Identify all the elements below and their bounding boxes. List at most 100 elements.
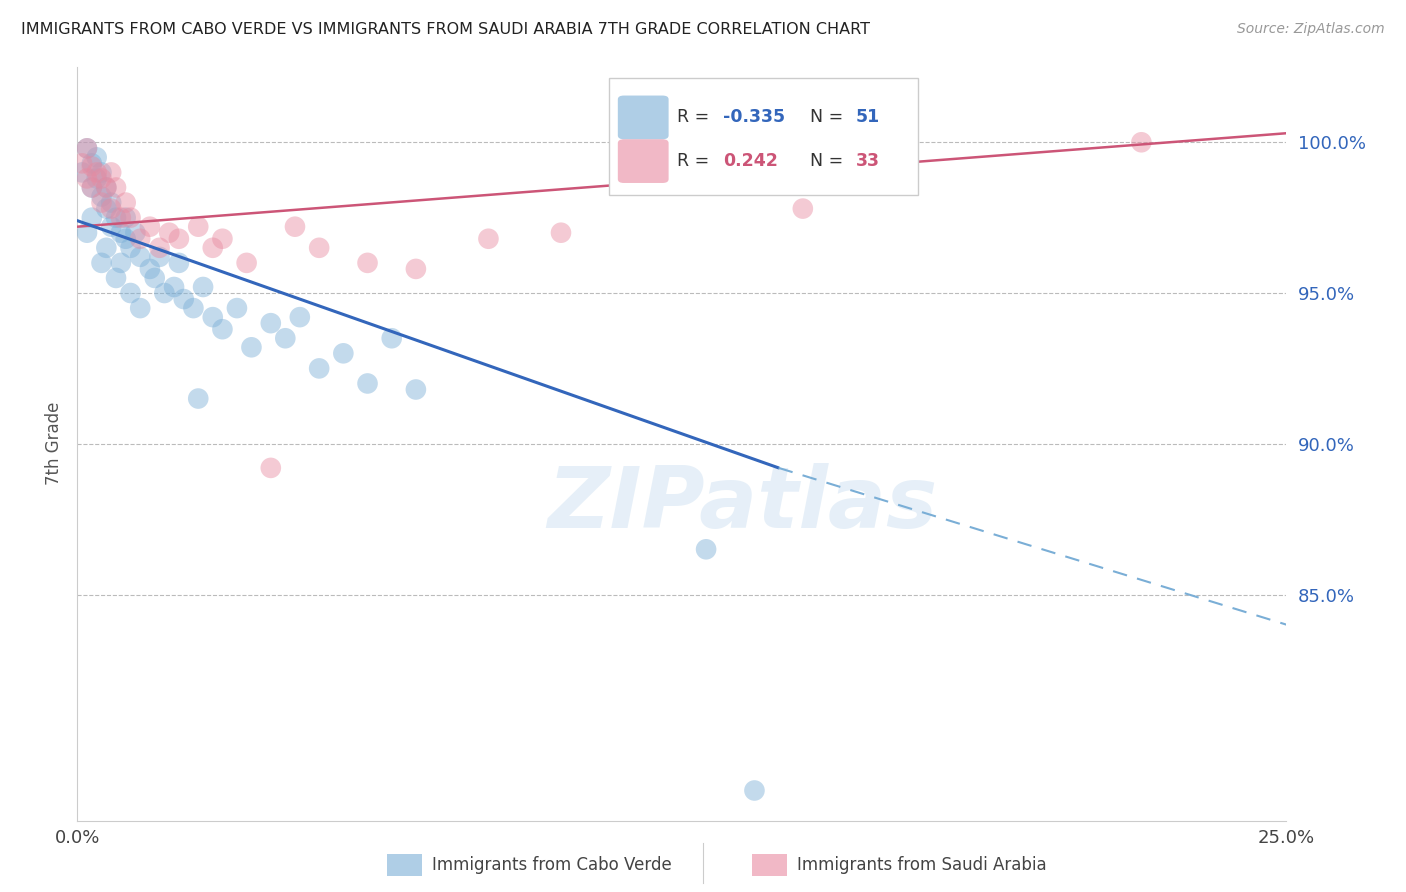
Point bbox=[288, 310, 311, 325]
Text: Immigrants from Saudi Arabia: Immigrants from Saudi Arabia bbox=[797, 856, 1047, 874]
Point bbox=[86, 150, 108, 164]
Point bbox=[90, 256, 112, 270]
Point bbox=[356, 256, 378, 270]
Point bbox=[120, 285, 142, 300]
Point bbox=[148, 250, 170, 264]
Point bbox=[124, 226, 146, 240]
Point bbox=[129, 250, 152, 264]
Point bbox=[114, 211, 136, 225]
Point bbox=[226, 301, 249, 315]
Point bbox=[110, 226, 132, 240]
Point bbox=[90, 165, 112, 179]
Point bbox=[120, 211, 142, 225]
Point bbox=[90, 195, 112, 210]
Point bbox=[550, 226, 572, 240]
Point bbox=[70, 156, 93, 170]
Point bbox=[163, 280, 186, 294]
Point bbox=[129, 232, 152, 246]
FancyBboxPatch shape bbox=[617, 139, 669, 183]
Text: 51: 51 bbox=[856, 109, 880, 127]
Text: N =: N = bbox=[810, 153, 849, 170]
Text: Immigrants from Cabo Verde: Immigrants from Cabo Verde bbox=[432, 856, 672, 874]
Point bbox=[96, 180, 118, 194]
Point bbox=[381, 331, 404, 345]
Text: R =: R = bbox=[678, 153, 714, 170]
Point bbox=[211, 322, 233, 336]
Text: IMMIGRANTS FROM CABO VERDE VS IMMIGRANTS FROM SAUDI ARABIA 7TH GRADE CORRELATION: IMMIGRANTS FROM CABO VERDE VS IMMIGRANTS… bbox=[21, 22, 870, 37]
Point bbox=[86, 165, 108, 179]
Point bbox=[76, 141, 98, 155]
Point bbox=[332, 346, 354, 360]
Point bbox=[90, 189, 112, 203]
Point bbox=[105, 180, 128, 194]
Point bbox=[90, 171, 112, 186]
Point bbox=[80, 180, 103, 194]
Text: 0.242: 0.242 bbox=[723, 153, 778, 170]
Text: 33: 33 bbox=[856, 153, 880, 170]
Point bbox=[183, 301, 205, 315]
Point bbox=[110, 211, 132, 225]
Point bbox=[191, 280, 214, 294]
Point bbox=[187, 392, 209, 406]
Point bbox=[308, 241, 330, 255]
Point bbox=[76, 171, 98, 186]
Point bbox=[167, 256, 190, 270]
Point bbox=[80, 160, 103, 174]
Point bbox=[187, 219, 209, 234]
Point bbox=[120, 241, 142, 255]
Point bbox=[284, 219, 307, 234]
Point bbox=[356, 376, 378, 391]
FancyBboxPatch shape bbox=[617, 95, 669, 139]
Point bbox=[96, 202, 118, 216]
Point bbox=[96, 180, 118, 194]
Point bbox=[173, 292, 195, 306]
Text: Source: ZipAtlas.com: Source: ZipAtlas.com bbox=[1237, 22, 1385, 37]
Point bbox=[211, 232, 233, 246]
Point bbox=[114, 232, 136, 246]
Point bbox=[744, 783, 766, 797]
Point bbox=[167, 232, 190, 246]
Point bbox=[100, 202, 122, 216]
Point bbox=[235, 256, 257, 270]
Text: -0.335: -0.335 bbox=[723, 109, 785, 127]
Text: ZIPatlas: ZIPatlas bbox=[547, 463, 938, 546]
Text: N =: N = bbox=[810, 109, 849, 127]
Point bbox=[129, 301, 152, 315]
Point bbox=[695, 542, 717, 557]
Point bbox=[110, 256, 132, 270]
Point bbox=[1130, 135, 1153, 149]
Point bbox=[260, 316, 283, 330]
Point bbox=[201, 310, 224, 325]
Point bbox=[139, 219, 162, 234]
Point bbox=[148, 241, 170, 255]
Point bbox=[100, 165, 122, 179]
Point bbox=[274, 331, 297, 345]
Point bbox=[240, 340, 263, 354]
Point bbox=[105, 211, 128, 225]
Point bbox=[405, 383, 427, 397]
Point bbox=[143, 271, 166, 285]
Point bbox=[153, 285, 176, 300]
Point bbox=[308, 361, 330, 376]
Point bbox=[70, 165, 93, 179]
Point bbox=[80, 180, 103, 194]
Point bbox=[260, 461, 283, 475]
Point bbox=[80, 211, 103, 225]
Y-axis label: 7th Grade: 7th Grade bbox=[45, 402, 63, 485]
Point bbox=[76, 226, 98, 240]
Point bbox=[201, 241, 224, 255]
Point bbox=[76, 141, 98, 155]
Point bbox=[157, 226, 180, 240]
Point bbox=[80, 156, 103, 170]
Point bbox=[96, 241, 118, 255]
Point bbox=[405, 261, 427, 276]
Point bbox=[114, 195, 136, 210]
Point bbox=[100, 219, 122, 234]
Point bbox=[100, 195, 122, 210]
Point bbox=[139, 261, 162, 276]
Point bbox=[105, 271, 128, 285]
Point bbox=[477, 232, 499, 246]
Point bbox=[792, 202, 814, 216]
FancyBboxPatch shape bbox=[609, 78, 918, 195]
Point bbox=[86, 171, 108, 186]
